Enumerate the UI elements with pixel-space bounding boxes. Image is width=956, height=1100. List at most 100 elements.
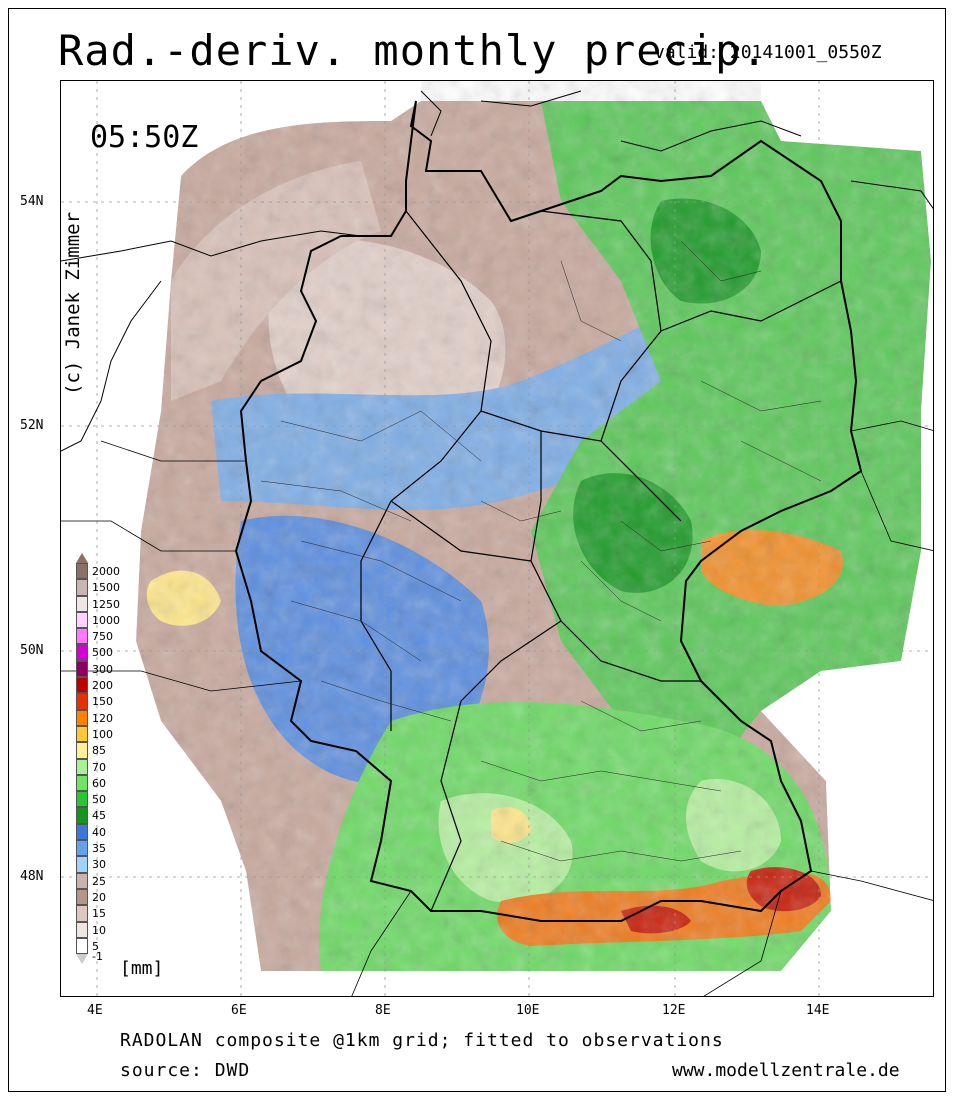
color-legend: 2000 1500 1250 1000 750 500 300 200 150 120 100 85 7… (76, 553, 162, 968)
lon-label-6e: 6E (231, 1003, 247, 1018)
legend-swatch (76, 677, 88, 694)
legend-swatch (76, 791, 88, 808)
valid-time: valid: 20141001_0550Z (654, 42, 882, 63)
legend-swatch (76, 888, 88, 906)
legend-swatch (76, 937, 88, 955)
lat-label-52n: 52N (20, 418, 44, 433)
lat-label-50n: 50N (20, 643, 44, 658)
legend-entry: 1250 (76, 595, 162, 612)
legend-label: 20 (92, 890, 106, 904)
legend-label: 1500 (92, 581, 120, 595)
legend-label: 40 (92, 825, 106, 839)
legend-entry: 150 (76, 693, 162, 710)
legend-bottom-arrow: -1 (76, 950, 162, 968)
legend-label: 25 (92, 874, 106, 888)
lon-label-12e: 12E (662, 1003, 686, 1018)
legend-swatch (76, 563, 88, 580)
legend-entry: 120 (76, 709, 162, 726)
legend-entry: 200 (76, 677, 162, 694)
legend-top-arrow (76, 553, 88, 563)
legend-swatch (76, 921, 88, 938)
legend-entry: 300 (76, 660, 162, 678)
legend-swatch (76, 579, 88, 596)
legend-label: 45 (92, 809, 106, 823)
legend-entry: 35 (76, 840, 162, 857)
legend-swatch (76, 660, 88, 678)
legend-entry: 70 (76, 758, 162, 775)
lon-label-10e: 10E (516, 1003, 540, 1018)
neighbor-borders (61, 420, 933, 996)
legend-entry: 20 (76, 888, 162, 906)
legend-entry: 100 (76, 725, 162, 743)
map-canvas (61, 81, 933, 996)
legend-label: 70 (92, 760, 106, 774)
legend-label: 60 (92, 776, 106, 790)
legend-swatch (76, 807, 88, 824)
state-lines (360, 210, 842, 912)
legend-entry: 5 (76, 937, 162, 955)
legend-label: 120 (92, 711, 113, 725)
legend-swatch (76, 611, 88, 629)
footer-source: source: DWD (120, 1060, 251, 1081)
legend-entry: 40 (76, 823, 162, 841)
legend-entry: 60 (76, 774, 162, 792)
legend-swatch (76, 774, 88, 792)
legend-swatch (76, 905, 88, 922)
legend-entry: 1000 (76, 611, 162, 629)
legend-label: 750 (92, 630, 113, 644)
lat-label-54n: 54N (20, 194, 44, 209)
legend-entry: 10 (76, 921, 162, 938)
legend-label: 300 (92, 662, 113, 676)
legend-swatch (76, 742, 88, 759)
graticule (61, 81, 933, 996)
lon-label-14e: 14E (806, 1003, 830, 1018)
legend-label: 1250 (92, 597, 120, 611)
legend-swatch (76, 823, 88, 841)
footer-method: RADOLAN composite @1km grid; fitted to o… (120, 1030, 724, 1051)
time-label: 05:50Z (90, 120, 199, 155)
legend-entry: 85 (76, 742, 162, 759)
copyright-label: (c) Janek Zimmer (62, 211, 84, 395)
legend-swatch (76, 840, 88, 857)
legend-label: 100 (92, 727, 113, 741)
legend-label: 15 (92, 907, 106, 921)
legend-label: 1000 (92, 613, 120, 627)
germany-border (234, 100, 863, 922)
coastline-netherlands (61, 280, 162, 452)
legend-label: 500 (92, 646, 113, 660)
legend-entry: 1500 (76, 579, 162, 596)
legend-swatch (76, 758, 88, 775)
legend-swatch (76, 644, 88, 661)
figure-frame (8, 8, 946, 1092)
legend-entry: 2000 (76, 563, 162, 580)
legend-bottom-label: -1 (92, 950, 103, 964)
legend-entry: 50 (76, 791, 162, 808)
legend-entry: 25 (76, 872, 162, 889)
legend-label: 85 (92, 744, 106, 758)
legend-swatch (76, 595, 88, 612)
borders (61, 90, 933, 996)
legend-unit: [mm] (120, 958, 164, 979)
coastline-north (61, 90, 933, 262)
legend-label: 5 (92, 939, 99, 953)
legend-label: 150 (92, 695, 113, 709)
footer-website: www.modellzentrale.de (672, 1060, 900, 1081)
legend-swatch (76, 725, 88, 743)
legend-entry: 45 (76, 807, 162, 824)
lon-label-4e: 4E (87, 1003, 103, 1018)
lat-label-48n: 48N (20, 869, 44, 884)
district-lines (260, 240, 822, 862)
lon-label-8e: 8E (375, 1003, 391, 1018)
legend-entry: 500 (76, 644, 162, 661)
map-title: Rad.-deriv. monthly precip. (58, 26, 768, 75)
no-coverage-east (61, 81, 933, 996)
no-coverage-west (61, 81, 421, 971)
legend-swatch (76, 628, 88, 645)
legend-swatch (76, 856, 88, 873)
legend-label: 35 (92, 842, 106, 856)
legend-label: 2000 (92, 565, 120, 578)
legend-swatch (76, 693, 88, 710)
legend-label: 50 (92, 793, 106, 807)
legend-entry: 15 (76, 905, 162, 922)
legend-swatch (76, 872, 88, 889)
